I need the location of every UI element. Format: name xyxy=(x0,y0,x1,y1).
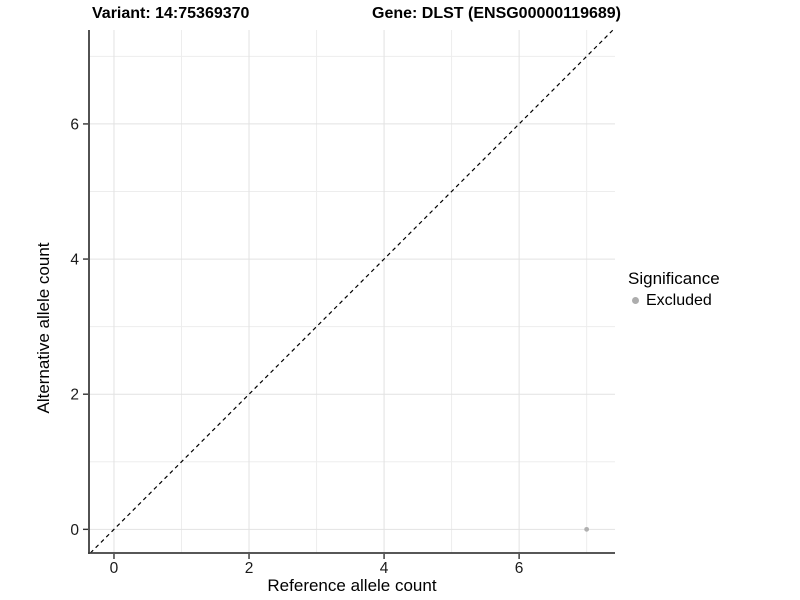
data-point xyxy=(584,526,590,532)
x-tick-label: 0 xyxy=(110,560,119,577)
legend-item-label: Excluded xyxy=(646,292,712,309)
plot-title-variant: Variant: 14:75369370 xyxy=(92,5,250,22)
legend-point-swatch-icon xyxy=(632,297,639,304)
legend-title: Significance xyxy=(628,269,720,288)
y-tick-label: 4 xyxy=(70,252,79,269)
x-tick-label: 6 xyxy=(515,560,524,577)
y-tick-label: 2 xyxy=(70,387,79,404)
plot-title-gene: Gene: DLST (ENSG00000119689) xyxy=(372,5,622,22)
y-axis-title-text: Alternative allele count xyxy=(34,242,53,414)
legend-item-excluded: Excluded xyxy=(628,291,720,310)
x-axis-title: Reference allele count xyxy=(267,576,437,595)
y-tick-label: 0 xyxy=(70,522,79,539)
x-tick-label: 2 xyxy=(245,560,254,577)
legend: Significance Excluded xyxy=(628,268,720,310)
identity-reference-line xyxy=(89,29,614,554)
y-tick-label: 6 xyxy=(70,116,79,133)
x-tick-label: 4 xyxy=(380,560,389,577)
